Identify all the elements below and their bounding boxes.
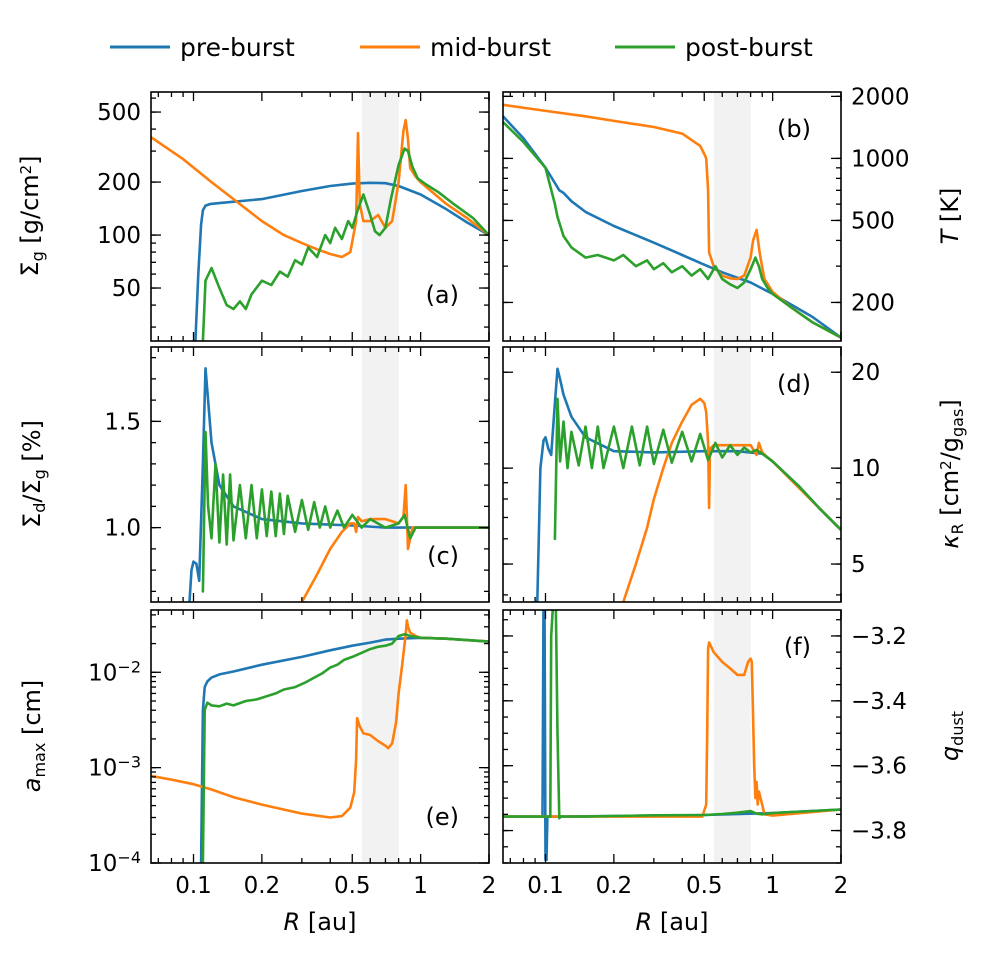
panels: 50 100 200 500 (a) Σg [g/cm2] 200 500 1000 2000 (b…	[16, 84, 967, 936]
x-axis-label-f: R [au]	[636, 908, 709, 936]
ytick-label-a: 500	[97, 100, 141, 126]
ytick-label-e: 10−2	[88, 657, 141, 686]
xtick-label-e: 0.2	[244, 873, 281, 899]
line-post-burst-b	[503, 120, 841, 339]
line-post-burst-a	[201, 147, 489, 341]
y-axis-label-c: Σd/Σg [%]	[18, 420, 49, 528]
ytick-label-d: 20	[851, 360, 880, 386]
panel-b: 200 500 1000 2000 (b) T [K]	[502, 84, 964, 342]
line-pre-burst-b	[503, 115, 841, 339]
xtick-label-e: 0.1	[175, 873, 212, 899]
legend-label-mid-burst: mid-burst	[430, 33, 551, 62]
panel-d: 5 10 20 (d) κR [cm2/ggas]	[502, 346, 967, 603]
svg-text:κR [cm2/ggas]: κR [cm2/ggas]	[936, 399, 967, 548]
series-group-a	[151, 118, 489, 341]
ytick-label-d: 10	[851, 456, 880, 482]
panel-label-a: (a)	[426, 281, 459, 309]
ytick-label-a: 100	[97, 223, 141, 249]
shaded-band-f	[713, 610, 751, 863]
xtick-label-e: 1	[413, 873, 428, 899]
y-axis-label-a: Σg [g/cm2]	[16, 155, 47, 276]
series-group-c	[188, 366, 489, 602]
axes-frame-b	[502, 91, 842, 342]
axes-frame-f	[502, 609, 842, 864]
legend-label-pre-burst: pre-burst	[180, 33, 295, 62]
ytick-label-e: 10−4	[88, 848, 141, 877]
line-mid-burst-d	[621, 397, 841, 602]
ytick-label-f: −3.6	[851, 754, 907, 780]
line-post-burst-f	[503, 610, 841, 820]
svg-text:Σg [g/cm2]: Σg [g/cm2]	[16, 155, 47, 276]
ytick-label-e: 10−3	[88, 753, 141, 782]
ytick-label-b: 2000	[851, 84, 910, 110]
x-axis-label-e: R [au]	[284, 908, 357, 936]
panel-f: 0.1 0.2 0.5 1 2 R [au] −3.8 −3.6 −3.4 −3.2 (f) qdus…	[502, 609, 967, 936]
legend: pre-burst mid-burst post-burst	[110, 33, 813, 62]
legend-label-post-burst: post-burst	[685, 33, 813, 62]
svg-text:Σd/Σg [%]: Σd/Σg [%]	[18, 420, 49, 528]
xtick-label-f: 2	[834, 873, 849, 899]
line-mid-burst-c	[300, 483, 489, 602]
ytick-label-c: 1.5	[104, 409, 141, 435]
ytick-label-c: 1.0	[104, 516, 141, 542]
y-axis-label-f: qdust	[936, 711, 967, 761]
line-post-burst-e	[201, 632, 489, 863]
ytick-label-a: 200	[97, 170, 141, 196]
line-pre-burst-a	[194, 181, 489, 341]
xtick-label-f: 0.5	[686, 873, 723, 899]
svg-text:R [au]: R [au]	[636, 908, 709, 936]
series-group-b	[503, 103, 841, 339]
ytick-label-f: −3.8	[851, 819, 907, 845]
line-mid-burst-e	[151, 619, 489, 819]
panel-c: 1.0 1.5 (c) Σd/Σg [%]	[18, 346, 490, 603]
ytick-label-f: −3.4	[851, 689, 907, 715]
axes-frame-e	[150, 609, 490, 864]
xtick-label-e: 0.5	[334, 873, 371, 899]
shaded-band-d	[713, 347, 751, 602]
line-post-burst-c	[201, 430, 489, 593]
panel-label-e: (e)	[426, 803, 460, 831]
y-axis-label-d: κR [cm2/ggas]	[936, 399, 967, 548]
line-mid-burst-b	[503, 103, 841, 339]
y-axis-label-e: amax [cm]	[18, 680, 49, 793]
ytick-label-a: 50	[112, 276, 141, 302]
ytick-label-b: 500	[851, 208, 895, 234]
panel-label-f: (f)	[784, 633, 811, 661]
axes-frame-a	[150, 91, 490, 342]
ytick-label-b: 1000	[851, 146, 910, 172]
line-mid-burst-f	[503, 641, 841, 818]
svg-text:R [au]: R [au]	[284, 908, 357, 936]
panel-e: 0.1 0.2 0.5 1 2 R [au] 10−4 10−3 10−2 (e) amax [cm…	[18, 609, 497, 936]
svg-text:T [K]: T [K]	[936, 188, 964, 245]
svg-text:amax [cm]: amax [cm]	[18, 680, 49, 793]
panel-label-b: (b)	[777, 115, 811, 143]
axes-frame-c	[150, 346, 490, 603]
panel-label-d: (d)	[777, 370, 811, 398]
line-post-burst-d	[553, 397, 841, 541]
xtick-label-e: 2	[482, 873, 497, 899]
series-group-e	[151, 619, 489, 863]
ytick-label-f: −3.2	[851, 624, 907, 650]
xtick-label-f: 0.1	[527, 873, 564, 899]
svg-text:qdust: qdust	[936, 711, 967, 761]
y-axis-label-b: T [K]	[936, 188, 964, 245]
shaded-band-c	[361, 347, 399, 602]
xtick-label-f: 1	[765, 873, 780, 899]
panel-label-c: (c)	[427, 542, 459, 570]
ytick-label-d: 5	[851, 552, 866, 578]
series-group-d	[535, 367, 841, 602]
panel-a: 50 100 200 500 (a) Σg [g/cm2]	[16, 91, 490, 342]
shaded-band-b	[713, 92, 751, 341]
xtick-label-f: 0.2	[596, 873, 633, 899]
series-group-f	[503, 610, 841, 862]
axes-frame-d	[502, 346, 842, 603]
ytick-label-b: 200	[851, 290, 895, 316]
